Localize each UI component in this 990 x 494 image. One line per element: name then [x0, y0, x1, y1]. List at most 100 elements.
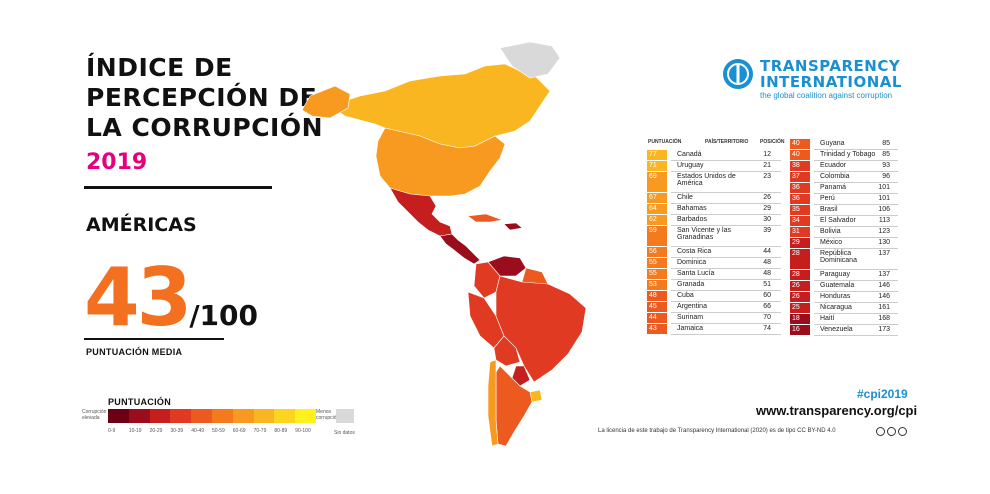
row-divider: [814, 269, 898, 270]
table-row: 29 México 130: [790, 238, 898, 249]
row-country: Trinidad y Tobago: [820, 151, 876, 158]
row-country: Dominica: [677, 259, 707, 266]
row-country: San Vicente y las Granadinas: [677, 227, 731, 241]
row-score: 48: [647, 291, 667, 301]
by-icon: [887, 427, 896, 436]
row-divider: [814, 182, 898, 183]
average-score-value: 43: [84, 251, 192, 344]
row-country: Canadá: [677, 151, 702, 158]
row-country: Barbados: [677, 216, 707, 223]
map-hispaniola: [503, 222, 523, 231]
row-country: Haití: [820, 315, 835, 322]
row-score: 40: [790, 139, 810, 149]
legend-swatch: [211, 409, 233, 423]
row-rank: 106: [878, 206, 890, 213]
score-divider: [84, 338, 224, 340]
legend-color-scale: [108, 409, 316, 423]
row-rank: 146: [878, 282, 890, 289]
ranking-table-left: 77 Canadá 12 71 Uruguay 21 69 Estados Unidos de…: [647, 150, 781, 340]
row-score: 77: [647, 150, 667, 160]
legend-range-label: 60-69: [232, 428, 246, 434]
title-line-1: ÍNDICE DE: [86, 53, 233, 82]
legend-swatch: [232, 409, 254, 423]
row-country: Costa Rica: [677, 248, 712, 255]
row-score: 34: [790, 216, 810, 226]
row-score: 55: [647, 269, 667, 279]
row-country: Chile: [677, 194, 693, 201]
table-row: 16 Venezuela 173: [790, 325, 898, 336]
table-row: 43 Jamaica 74: [647, 324, 781, 335]
row-score: 16: [790, 325, 810, 335]
row-rank: 44: [763, 248, 771, 255]
legend-swatch: [295, 409, 316, 423]
row-rank: 113: [878, 217, 890, 224]
row-score: 44: [647, 313, 667, 323]
legend-swatch: [149, 409, 171, 423]
table-row: 71 Uruguay 21: [647, 161, 781, 172]
table-row: 48 Cuba 60: [647, 291, 781, 302]
row-divider: [814, 335, 898, 336]
row-score: 36: [790, 183, 810, 193]
row-divider: [671, 323, 781, 324]
row-country: Brasil: [820, 206, 838, 213]
legend-range-label: 90-100: [295, 428, 311, 434]
row-rank: 21: [763, 162, 771, 169]
row-rank: 29: [763, 205, 771, 212]
ranking-table-right: 40 Guyana 85 40 Trinidad y Tobago 85 38 Ecuador…: [790, 139, 898, 349]
legend-range-labels: 0-9 10-19 20-29 30-39 40-49 50-59 60-69 70-79 80…: [108, 428, 316, 436]
row-rank: 137: [878, 250, 890, 257]
table-row: 55 Santa Lucía 48: [647, 269, 781, 280]
row-rank: 26: [763, 194, 771, 201]
row-divider: [671, 257, 781, 258]
row-rank: 48: [763, 259, 771, 266]
table-row: 64 Bahamas 29: [647, 204, 781, 215]
table-row: 62 Barbados 30: [647, 215, 781, 226]
row-rank: 96: [882, 173, 890, 180]
row-divider: [671, 246, 781, 247]
map-usa: [375, 127, 506, 197]
row-country: Estados Unidos de América: [677, 173, 736, 187]
row-score: 36: [790, 194, 810, 204]
row-divider: [671, 203, 781, 204]
table-row: 53 Granada 51: [647, 280, 781, 291]
row-rank: 23: [763, 173, 771, 180]
americas-map: [301, 41, 587, 447]
row-rank: 39: [763, 227, 771, 234]
legend-range-label: 50-59: [211, 428, 225, 434]
table-header-country: PAÍS/TERRITORIO: [705, 139, 749, 145]
row-divider: [671, 301, 781, 302]
row-country: Panamá: [820, 184, 847, 191]
row-score: 62: [647, 215, 667, 225]
row-score: 67: [647, 193, 667, 203]
row-score: 31: [790, 227, 810, 237]
row-country: Bolivia: [820, 228, 841, 235]
region-name: AMÉRICAS: [86, 214, 197, 236]
row-divider: [814, 324, 898, 325]
legend-no-data-label: Sin datos: [334, 430, 355, 436]
row-rank: 161: [878, 304, 890, 311]
row-score: 18: [790, 314, 810, 324]
cc-license-icons: [876, 427, 907, 436]
row-divider: [671, 171, 781, 172]
transparency-logo-icon: [723, 59, 753, 89]
row-rank: 85: [882, 140, 890, 147]
table-row: 37 Colombia 96: [790, 172, 898, 183]
table-row: 36 Perú 101: [790, 194, 898, 205]
row-rank: 173: [878, 326, 890, 333]
row-score: 28: [790, 249, 810, 269]
table-row: 36 Panamá 101: [790, 183, 898, 194]
row-divider: [814, 291, 898, 292]
row-score: 28: [790, 270, 810, 280]
table-row: 28 República Dominicana 137: [790, 249, 898, 270]
row-divider: [814, 226, 898, 227]
website-url[interactable]: www.transparency.org/cpi: [756, 403, 918, 418]
table-row: 18 Haití 168: [790, 314, 898, 325]
row-divider: [814, 237, 898, 238]
row-score: 71: [647, 161, 667, 171]
row-score: 26: [790, 292, 810, 302]
row-divider: [671, 279, 781, 280]
row-country: Colombia: [820, 173, 850, 180]
row-divider: [671, 268, 781, 269]
legend-range-label: 30-39: [170, 428, 184, 434]
map-greenland: [499, 41, 561, 79]
